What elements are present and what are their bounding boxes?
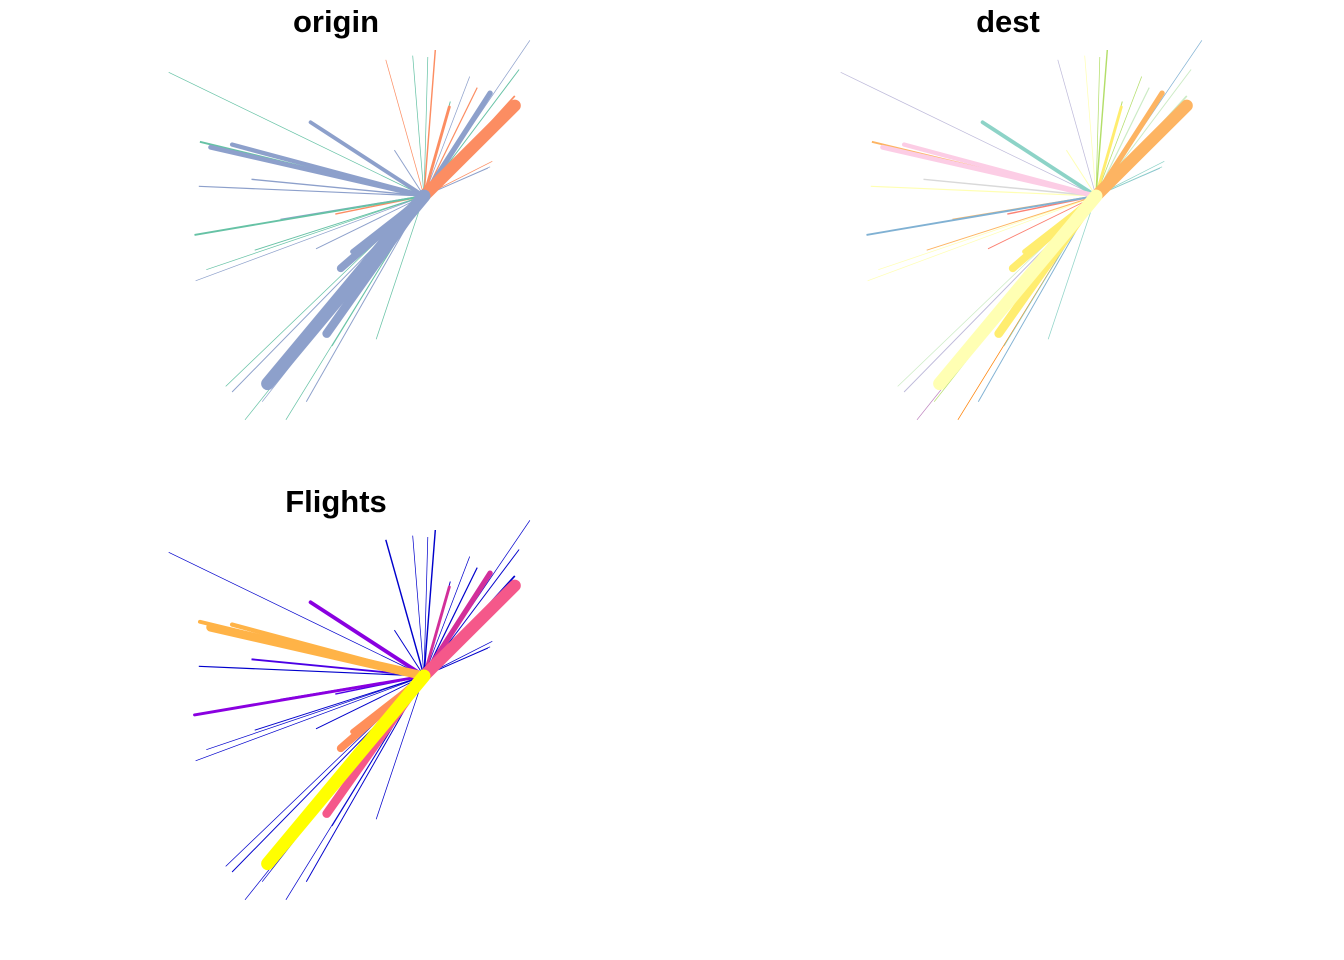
flow-line bbox=[208, 144, 427, 199]
flow-line bbox=[198, 185, 425, 197]
flow-line bbox=[987, 195, 1097, 250]
flow-line bbox=[412, 535, 425, 677]
flow-line bbox=[251, 178, 425, 197]
flow-map-dest bbox=[840, 40, 1203, 421]
flow-line bbox=[393, 149, 425, 197]
flow-line bbox=[385, 59, 425, 197]
flow-line bbox=[980, 120, 1098, 198]
flow-line bbox=[315, 675, 425, 730]
flow-line bbox=[206, 622, 429, 681]
flow-line bbox=[1084, 55, 1097, 197]
flow-line bbox=[423, 56, 429, 197]
flow-line bbox=[866, 195, 1097, 236]
panel-flights: Flights bbox=[0, 480, 672, 960]
panel-title-flights: Flights bbox=[285, 484, 387, 519]
flow-line bbox=[423, 536, 429, 677]
flow-line bbox=[1065, 149, 1097, 197]
flow-line bbox=[198, 665, 425, 677]
panel-origin: origin bbox=[0, 0, 672, 480]
panel-title-origin: origin bbox=[292, 4, 380, 39]
flow-line bbox=[1095, 76, 1143, 197]
flow-line bbox=[867, 195, 1097, 282]
flow-line bbox=[878, 195, 1097, 271]
flow-line bbox=[418, 99, 521, 202]
flow-line bbox=[315, 195, 425, 250]
flow-line bbox=[375, 195, 425, 340]
flow-line bbox=[923, 178, 1097, 197]
flow-line bbox=[168, 71, 425, 197]
flow-line bbox=[195, 675, 425, 762]
flow-line bbox=[840, 71, 1097, 197]
flow-line bbox=[1094, 105, 1123, 198]
flow-line bbox=[193, 674, 426, 717]
flow-line bbox=[194, 195, 425, 236]
flow-line bbox=[375, 675, 425, 820]
flow-line bbox=[423, 529, 437, 677]
flow-line bbox=[870, 185, 1097, 197]
flow-line bbox=[1057, 59, 1097, 197]
flow-line bbox=[1047, 195, 1097, 340]
flow-line bbox=[412, 55, 425, 197]
flow-line bbox=[261, 669, 431, 871]
flow-line bbox=[168, 551, 425, 677]
flow-line bbox=[1090, 99, 1193, 202]
flow-line bbox=[393, 629, 425, 677]
flow-line bbox=[308, 600, 426, 678]
panel-dest: dest bbox=[672, 0, 1344, 480]
flow-line bbox=[1095, 49, 1109, 197]
flow-line bbox=[308, 120, 426, 198]
flow-map-origin bbox=[168, 40, 531, 421]
flow-line bbox=[385, 539, 425, 677]
panel-title-dest: dest bbox=[976, 4, 1040, 39]
flow-line bbox=[423, 49, 437, 197]
flow-map-flights bbox=[168, 520, 531, 901]
flow-line bbox=[254, 195, 425, 251]
flow-line bbox=[195, 195, 425, 282]
flow-line bbox=[926, 195, 1097, 251]
flow-line bbox=[206, 675, 425, 751]
flow-line bbox=[206, 195, 425, 271]
flow-line bbox=[261, 189, 431, 391]
flow-line bbox=[254, 675, 425, 731]
flow-line bbox=[422, 585, 451, 678]
flow-line bbox=[933, 189, 1103, 391]
flow-line bbox=[1095, 56, 1101, 197]
flow-line bbox=[423, 76, 471, 197]
flow-line bbox=[422, 105, 451, 198]
flow-line bbox=[423, 556, 471, 677]
flow-line bbox=[418, 579, 521, 682]
flow-line bbox=[880, 144, 1099, 199]
